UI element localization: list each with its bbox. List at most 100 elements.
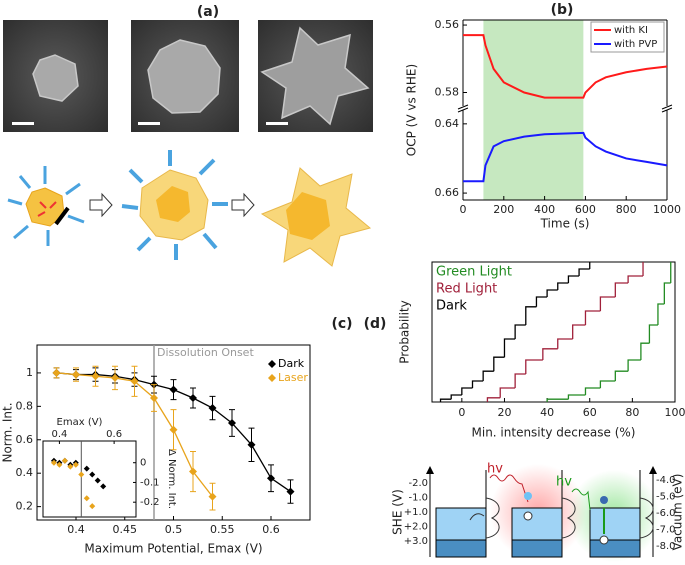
step <box>525 359 543 374</box>
step <box>535 296 548 307</box>
inset-point <box>89 503 96 510</box>
step <box>572 324 586 339</box>
step <box>450 394 462 400</box>
data-point <box>189 393 197 402</box>
y-tick-label: 0.6 <box>16 433 34 446</box>
x-tick-label: 0.55 <box>210 523 235 536</box>
data-point <box>189 467 197 476</box>
energy-diagram <box>426 464 660 562</box>
step <box>546 289 558 297</box>
inset-point <box>61 457 68 464</box>
step <box>584 310 601 325</box>
series-line <box>463 34 668 99</box>
x-tick-label: 0.6 <box>262 523 280 536</box>
step <box>627 275 644 283</box>
step <box>567 394 586 400</box>
inset-point <box>83 495 90 502</box>
data-point <box>286 487 295 496</box>
y-tick-label: 0.4 <box>16 466 34 479</box>
tick-label: -6.0 <box>656 508 676 519</box>
x-tick-label: 1000 <box>653 203 681 216</box>
step <box>663 282 671 304</box>
step <box>493 356 505 372</box>
x-tick-label: 200 <box>493 203 514 216</box>
legend-marker <box>268 374 276 382</box>
inset-y-label: Δ Norm. Int. <box>166 449 177 509</box>
x-tick-label: 60 <box>583 406 597 419</box>
tick-label: +2.0 <box>404 522 428 533</box>
x-tick-label: 40 <box>540 406 554 419</box>
axis-break <box>457 104 673 113</box>
panel-label: (b) <box>551 2 574 18</box>
x-axis-label: Min. intensity decrease (%) <box>472 426 636 440</box>
y-axis-label: OCP (V vs RHE) <box>405 64 419 156</box>
x-tick-label: 0 <box>458 406 465 419</box>
inset-point <box>67 463 74 470</box>
tick-label: -8.0 <box>656 541 676 552</box>
y-tick-label: 0.66 <box>435 186 460 199</box>
inset-point <box>89 471 96 478</box>
data-point <box>267 474 275 483</box>
step <box>471 380 484 388</box>
data-point <box>91 372 100 381</box>
step <box>514 324 526 339</box>
tick-label: +1.0 <box>404 507 428 518</box>
data-point <box>169 385 178 394</box>
legend-label: with PVP <box>614 39 657 50</box>
tick-label: -7.0 <box>656 525 676 536</box>
y-tick-label: 0.64 <box>435 117 460 130</box>
legend-label: Laser <box>278 371 308 384</box>
step <box>640 342 650 360</box>
y-tick-label: 0.8 <box>16 399 34 412</box>
step <box>567 275 580 283</box>
x-tick-label: 0.5 <box>165 523 183 536</box>
step <box>578 268 590 276</box>
inset-point <box>56 461 63 468</box>
data-point <box>52 368 61 377</box>
inset-point <box>78 471 85 478</box>
x-tick-label: 20 <box>497 406 511 419</box>
legend-marker <box>268 360 276 368</box>
series-line <box>463 131 668 183</box>
step <box>486 397 501 402</box>
shade-region <box>483 20 584 200</box>
y-tick-label: 0.58 <box>435 86 460 99</box>
data-point <box>150 393 158 402</box>
step <box>584 387 601 395</box>
legend-label: Dark <box>436 299 467 314</box>
step <box>499 387 516 398</box>
data-point <box>208 492 217 501</box>
inset-point <box>72 461 79 468</box>
panel-label: (a) <box>197 4 219 20</box>
legend-label: Green Light <box>436 265 512 280</box>
step <box>525 306 537 325</box>
tick-label: +3.0 <box>404 536 428 547</box>
step <box>482 370 494 381</box>
panel-label: (c) <box>331 316 352 332</box>
step <box>657 303 665 325</box>
tick-label: -1.0 <box>408 493 428 504</box>
inset-y-tick-label: -0.2 <box>140 497 160 508</box>
y-axis-label: Probability <box>398 300 412 363</box>
inset-y-tick-label: 0 <box>140 458 146 469</box>
data-point <box>247 440 256 449</box>
inset-y-tick-label: -0.1 <box>140 477 160 488</box>
y-tick-label: 0.56 <box>435 18 460 31</box>
inset-point <box>83 465 90 472</box>
step <box>439 398 452 402</box>
data-point <box>228 419 236 428</box>
x-tick-label: 100 <box>665 406 685 419</box>
x-tick-label: 800 <box>616 203 637 216</box>
x-tick-label: 0.4 <box>67 523 85 536</box>
photon-label: hv <box>487 462 503 477</box>
x-tick-label: 80 <box>625 406 639 419</box>
y-tick-label: 1 <box>26 366 33 379</box>
panel-label: (d) <box>364 316 387 332</box>
axis-label: SHE (V) <box>391 489 405 535</box>
inset-frame <box>42 440 137 518</box>
axis-label: Vacuum (eV) <box>671 474 685 551</box>
growth-schematic <box>7 150 372 267</box>
x-axis-label: Time (s) <box>540 217 590 231</box>
x-tick-label: 600 <box>575 203 596 216</box>
